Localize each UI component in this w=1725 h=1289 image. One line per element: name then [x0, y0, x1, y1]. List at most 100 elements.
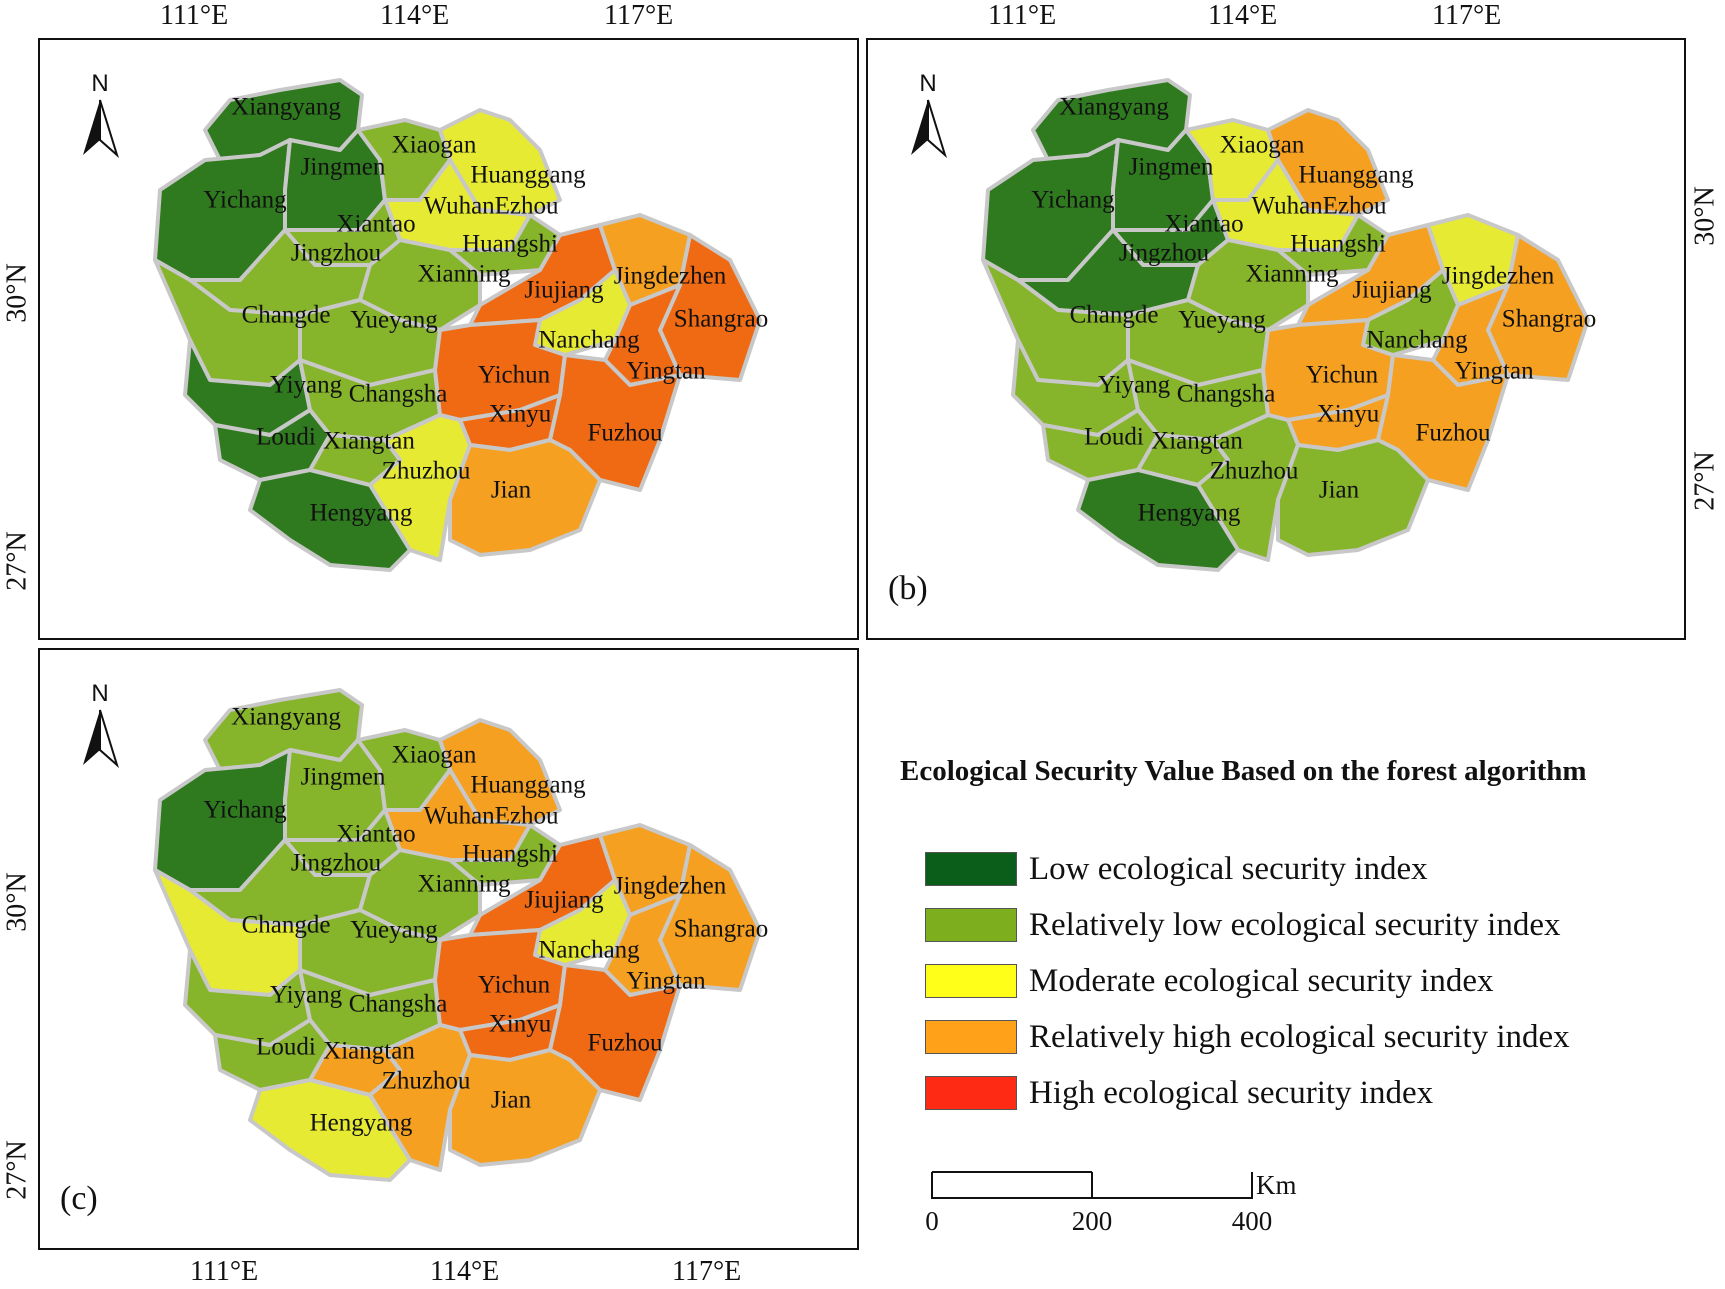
region-jian — [1276, 438, 1430, 557]
map-c-svg — [153, 688, 762, 1182]
city-label-loudi: Loudi — [1084, 423, 1144, 451]
north-label: N — [919, 70, 937, 97]
legend-item-high: High ecological security index — [925, 1073, 1433, 1113]
map-panel-c: N Xiangyang Xiaogan Jingmen Huanggang Yichan… — [38, 648, 859, 1250]
city-label-huanggang: Huanggang — [1298, 161, 1414, 189]
city-label-xiantao: Xiantao — [1164, 210, 1244, 238]
legend-label: Relatively high ecological security inde… — [1029, 1018, 1570, 1055]
lat-tick: 30°N — [1, 872, 33, 932]
city-label-loudi: Loudi — [256, 1033, 316, 1061]
city-label-yichun: Yichun — [1305, 361, 1379, 389]
city-label-xinyu: Xinyu — [488, 400, 552, 428]
city-label-huanggang: Huanggang — [470, 771, 586, 799]
city-label-jian: Jian — [490, 476, 532, 504]
north-label: N — [91, 70, 109, 97]
city-label-yueyang: Yueyang — [1178, 306, 1266, 334]
city-label-shangrao: Shangrao — [1501, 305, 1597, 333]
city-label-jiujiang: Jiujiang — [1352, 276, 1432, 304]
map-b-svg — [981, 78, 1590, 572]
city-label-xiantao: Xiantao — [336, 820, 416, 848]
legend-label: Moderate ecological security index — [1029, 962, 1494, 999]
region-hengyang — [1076, 468, 1240, 572]
city-label-xiangtan: Xiangtan — [323, 427, 415, 455]
city-label-xianning: Xianning — [1245, 260, 1339, 288]
city-label-yiyang: Yiyang — [269, 981, 343, 1009]
city-label-yueyang: Yueyang — [350, 916, 438, 944]
north-label: N — [91, 680, 109, 707]
panel-label-b: (b) — [888, 570, 928, 607]
city-label-fuzhou: Fuzhou — [1415, 419, 1491, 447]
lon-tick: 111°E — [988, 0, 1057, 31]
lon-tick: 117°E — [672, 1256, 742, 1287]
legend-label: High ecological security index — [1029, 1074, 1434, 1111]
city-label-jingzhou: Jingzhou — [290, 239, 382, 267]
panel-label-c: (c) — [60, 1180, 98, 1217]
city-label-xiantao: Xiantao — [336, 210, 416, 238]
city-label-shangrao: Shangrao — [673, 915, 769, 943]
legend-item-low: Low ecological security index — [925, 849, 1428, 889]
city-label-zhuzhou: Zhuzhou — [381, 457, 471, 485]
city-label-xinyu: Xinyu — [488, 1010, 552, 1038]
city-label-zhuzhou: Zhuzhou — [381, 1067, 471, 1095]
city-label-huangshi: Huangshi — [1290, 230, 1386, 258]
lon-tick: 114°E — [1208, 0, 1278, 31]
north-arrow-icon: N — [75, 680, 125, 780]
city-label-jian: Jian — [490, 1086, 532, 1114]
legend-swatch — [925, 852, 1017, 886]
region-jian — [448, 1048, 602, 1167]
north-arrow-icon: N — [903, 70, 953, 170]
north-arrow-icon: N — [75, 70, 125, 170]
legend-title: Ecological Security Value Based on the f… — [900, 755, 1587, 787]
city-label-xiaogan: Xiaogan — [391, 131, 477, 159]
region-hengyang — [248, 468, 412, 572]
region-hengyang — [248, 1078, 412, 1182]
city-label-nanchang: Nanchang — [1366, 326, 1468, 354]
city-label-xiaogan: Xiaogan — [391, 741, 477, 769]
city-label-yichang: Yichang — [1031, 186, 1115, 214]
legend-swatch — [925, 908, 1017, 942]
city-label-huanggang: Huanggang — [470, 161, 586, 189]
city-label-xiangyang: Xiangyang — [1059, 93, 1169, 121]
city-label-xinyu: Xinyu — [1316, 400, 1380, 428]
city-label-xiangtan: Xiangtan — [323, 1037, 415, 1065]
city-label-jingmen: Jingmen — [300, 153, 386, 181]
legend: Ecological Security Value Based on the f… — [900, 755, 1720, 1111]
lat-tick: 27°N — [1, 531, 33, 591]
city-label-changsha: Changsha — [348, 380, 448, 408]
city-label-jiujiang: Jiujiang — [524, 276, 604, 304]
city-label-nanchang: Nanchang — [538, 936, 640, 964]
legend-item-relatively-high: Relatively high ecological security inde… — [925, 1017, 1570, 1057]
city-label-yueyang: Yueyang — [350, 306, 438, 334]
city-label-jingdezhen: Jingdezhen — [613, 262, 727, 290]
city-label-jingdezhen: Jingdezhen — [613, 872, 727, 900]
scale-unit: Km — [1256, 1170, 1297, 1200]
city-label-wuhanezhou: WuhanEzhou — [1251, 192, 1387, 220]
city-label-yiyang: Yiyang — [1097, 371, 1171, 399]
city-label-jian: Jian — [1318, 476, 1360, 504]
legend-swatch — [925, 964, 1017, 998]
city-label-jingzhou: Jingzhou — [1118, 239, 1210, 267]
city-label-yichun: Yichun — [477, 361, 551, 389]
scale-label-400: 400 — [1231, 1206, 1273, 1236]
scale-label-0: 0 — [925, 1206, 939, 1236]
lat-tick: 30°N — [1689, 186, 1721, 246]
city-label-shangrao: Shangrao — [673, 305, 769, 333]
region-jian — [448, 438, 602, 557]
city-label-huangshi: Huangshi — [462, 230, 558, 258]
city-label-loudi: Loudi — [256, 423, 316, 451]
city-label-yingtan: Yingtan — [626, 967, 706, 995]
city-label-yichang: Yichang — [203, 796, 287, 824]
city-label-xiangyang: Xiangyang — [231, 93, 341, 121]
city-label-hengyang: Hengyang — [309, 1109, 413, 1137]
city-label-xiangtan: Xiangtan — [1151, 427, 1243, 455]
legend-item-moderate: Moderate ecological security index — [925, 961, 1494, 1001]
city-label-yiyang: Yiyang — [269, 371, 343, 399]
city-label-yichun: Yichun — [477, 971, 551, 999]
legend-label: Relatively low ecological security index — [1029, 906, 1561, 943]
lon-tick: 114°E — [380, 0, 450, 31]
map-panel-b: N Xiangyang Xiaogan Jingmen Huanggang Yichan… — [866, 38, 1686, 640]
lon-tick: 111°E — [160, 0, 229, 31]
city-label-jingmen: Jingmen — [300, 763, 386, 791]
city-label-jingzhou: Jingzhou — [290, 849, 382, 877]
city-label-yichang: Yichang — [203, 186, 287, 214]
